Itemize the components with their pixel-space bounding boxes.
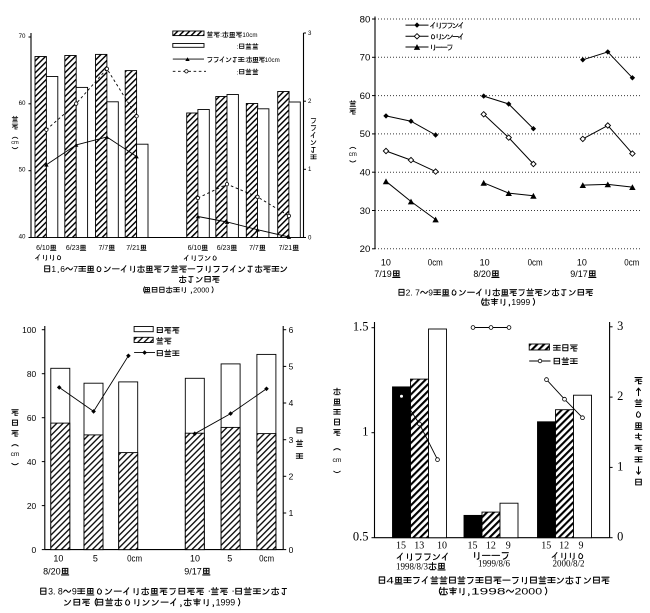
svg-text:13: 13 xyxy=(414,541,424,552)
svg-text:7/7: 7/7 xyxy=(249,245,259,252)
svg-text:7/21: 7/21 xyxy=(126,245,140,252)
svg-text:9/17: 9/17 xyxy=(184,567,202,577)
svg-text:1999: 1999 xyxy=(511,297,530,307)
svg-text:10: 10 xyxy=(437,541,447,552)
svg-text:cm: cm xyxy=(349,151,357,158)
svg-text:6/10: 6/10 xyxy=(188,245,202,252)
svg-text:60: 60 xyxy=(360,91,371,102)
svg-text:2: 2 xyxy=(308,98,312,105)
svg-text:10cm: 10cm xyxy=(242,32,257,39)
svg-text:12: 12 xyxy=(486,541,496,552)
svg-text:15: 15 xyxy=(541,541,551,552)
svg-text:3. 8: 3. 8 xyxy=(48,587,63,597)
svg-text:0: 0 xyxy=(617,530,623,544)
svg-text:40: 40 xyxy=(19,234,26,241)
svg-text:1: 1 xyxy=(362,425,368,439)
svg-text:0: 0 xyxy=(32,545,37,555)
svg-text:70: 70 xyxy=(360,53,371,64)
svg-text:80: 80 xyxy=(27,369,37,379)
svg-text:70: 70 xyxy=(19,33,26,40)
svg-text:10: 10 xyxy=(53,554,63,564)
svg-text:30: 30 xyxy=(360,206,371,217)
svg-text:1: 1 xyxy=(51,264,56,274)
svg-text:0.5: 0.5 xyxy=(353,530,369,544)
svg-text:7/7: 7/7 xyxy=(99,245,109,252)
svg-text:60: 60 xyxy=(27,413,37,423)
svg-text::: : xyxy=(236,69,238,76)
svg-text:8/20: 8/20 xyxy=(473,269,491,279)
svg-text:cm: cm xyxy=(333,457,342,464)
svg-text:3: 3 xyxy=(289,435,294,445)
svg-text:10: 10 xyxy=(577,258,587,268)
svg-text:0cm: 0cm xyxy=(127,554,142,564)
svg-text::: : xyxy=(220,32,222,39)
svg-text:0: 0 xyxy=(289,545,294,555)
svg-text:10: 10 xyxy=(480,258,490,268)
svg-text:1.5: 1.5 xyxy=(353,320,369,334)
svg-text:10: 10 xyxy=(381,258,391,268)
svg-text:2. 7: 2. 7 xyxy=(406,288,420,298)
svg-text:0cm: 0cm xyxy=(428,258,443,268)
svg-text:1999/8/6: 1999/8/6 xyxy=(478,559,510,569)
svg-text:6: 6 xyxy=(289,325,294,335)
svg-text:100: 100 xyxy=(22,325,36,335)
svg-text:1: 1 xyxy=(617,459,623,473)
svg-text:2: 2 xyxy=(617,389,623,403)
svg-text:0: 0 xyxy=(308,234,312,241)
svg-text:6/23: 6/23 xyxy=(217,245,231,252)
svg-text:40: 40 xyxy=(360,168,371,179)
svg-text:1: 1 xyxy=(308,166,312,173)
svg-text:60: 60 xyxy=(19,100,26,107)
svg-text::: : xyxy=(244,57,246,64)
svg-text:6: 6 xyxy=(60,264,65,274)
svg-text:12: 12 xyxy=(559,541,569,552)
svg-text:80: 80 xyxy=(360,14,371,25)
svg-text:10cm: 10cm xyxy=(265,57,280,64)
svg-text:6/10: 6/10 xyxy=(36,245,50,252)
svg-text:cm: cm xyxy=(11,451,20,458)
svg-text:7: 7 xyxy=(73,264,78,274)
svg-text:2: 2 xyxy=(289,472,294,482)
svg-text:7/21: 7/21 xyxy=(279,245,293,252)
svg-text:5: 5 xyxy=(289,362,294,372)
svg-text:20: 20 xyxy=(27,501,37,511)
svg-text:40: 40 xyxy=(27,457,37,467)
svg-text:10: 10 xyxy=(190,554,200,564)
svg-text:1998: 1998 xyxy=(471,587,506,597)
svg-text:9: 9 xyxy=(506,541,511,552)
svg-text:1998/8/3: 1998/8/3 xyxy=(396,562,428,572)
svg-text:8/20: 8/20 xyxy=(43,567,61,577)
svg-text:20: 20 xyxy=(360,244,371,255)
svg-text:5: 5 xyxy=(93,554,98,564)
svg-text:4: 4 xyxy=(289,398,294,408)
svg-text:2000/8/2: 2000/8/2 xyxy=(553,559,585,569)
svg-text:9/17: 9/17 xyxy=(570,269,588,279)
svg-text:15: 15 xyxy=(468,541,478,552)
svg-text:0cm: 0cm xyxy=(259,554,274,564)
svg-text:15: 15 xyxy=(396,541,406,552)
svg-text:0cm: 0cm xyxy=(624,258,639,268)
svg-text:7/19: 7/19 xyxy=(374,269,392,279)
svg-text:5: 5 xyxy=(227,554,232,564)
svg-text:50: 50 xyxy=(360,129,371,140)
svg-text:9: 9 xyxy=(428,288,433,298)
svg-text::: : xyxy=(236,44,238,51)
svg-text:2000: 2000 xyxy=(193,286,209,295)
svg-text:6/23: 6/23 xyxy=(66,245,80,252)
svg-text:1: 1 xyxy=(289,508,294,518)
svg-text:cm: cm xyxy=(11,140,19,146)
svg-text:1999: 1999 xyxy=(216,598,236,608)
svg-text:9: 9 xyxy=(579,541,584,552)
svg-text:3: 3 xyxy=(617,319,623,333)
svg-text:4: 4 xyxy=(386,576,394,586)
svg-text:2000: 2000 xyxy=(515,587,543,597)
svg-text:50: 50 xyxy=(19,167,26,174)
svg-text:9: 9 xyxy=(72,587,77,597)
svg-text:0cm: 0cm xyxy=(528,258,543,268)
svg-text:3: 3 xyxy=(308,30,312,37)
